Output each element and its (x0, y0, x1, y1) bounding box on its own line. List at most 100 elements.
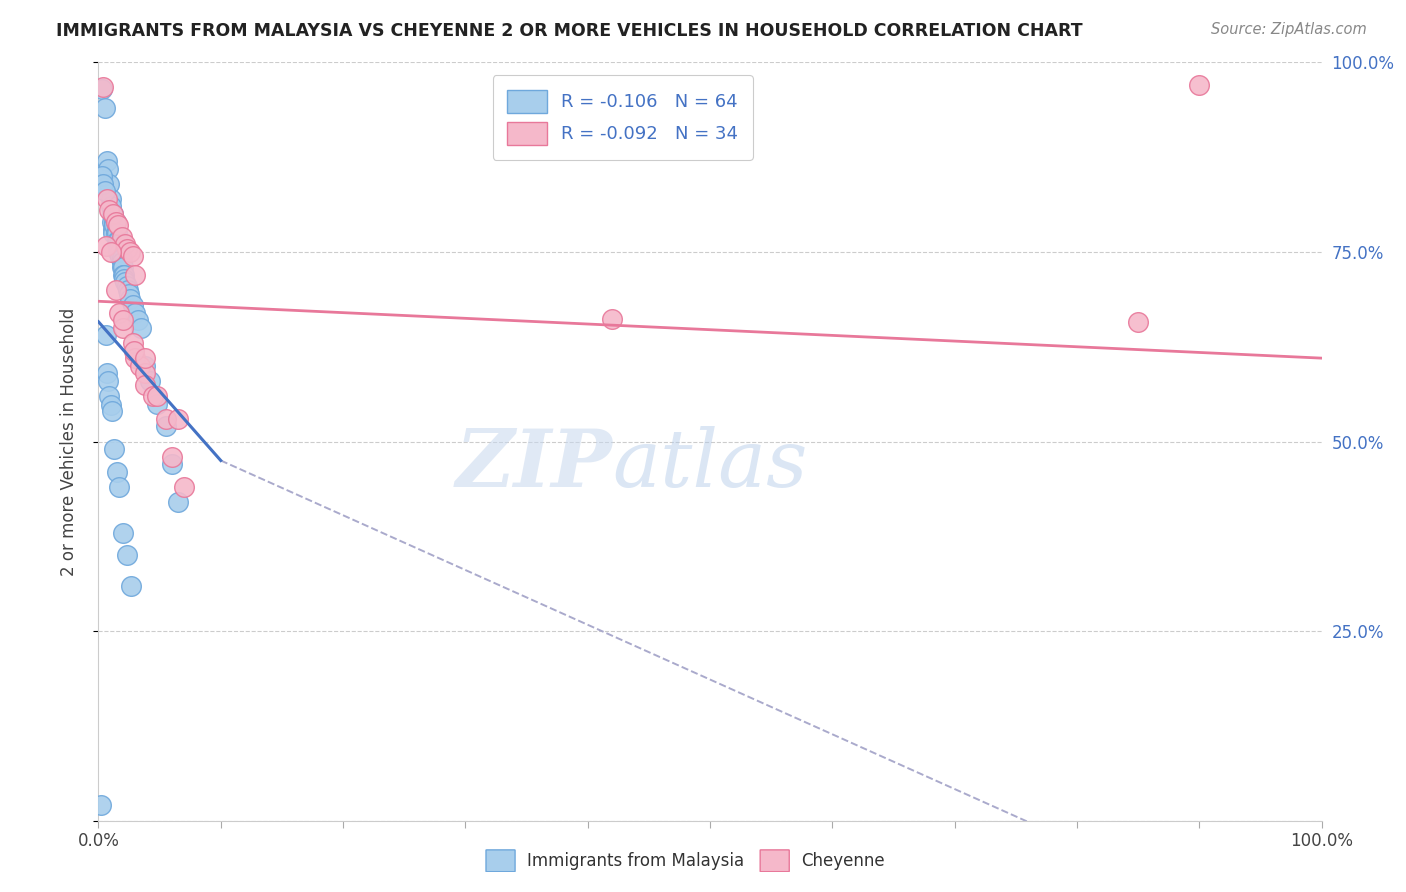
Point (118, 286, 141, 301)
Point (1128, 315, 1150, 329)
Point (101, 226, 124, 240)
Point (124, 305, 146, 319)
Point (160, 450, 183, 464)
Point (120, 292, 142, 306)
Point (105, 234, 128, 248)
Point (134, 366, 156, 380)
Point (122, 343, 145, 358)
Point (105, 237, 128, 252)
Point (173, 480, 195, 494)
Point (90, 798, 112, 813)
Point (96, 366, 118, 380)
Point (97, 374, 120, 388)
Point (105, 226, 128, 240)
Point (100, 244, 122, 259)
Point (146, 389, 169, 403)
Point (129, 320, 152, 334)
Legend: R = -0.106   N = 64, R = -0.092   N = 34: R = -0.106 N = 64, R = -0.092 N = 34 (492, 75, 752, 160)
Point (101, 222, 124, 236)
Point (93, 101, 115, 115)
Point (124, 351, 146, 366)
Point (91, 177, 114, 191)
Point (104, 214, 127, 228)
Point (139, 374, 162, 388)
Point (108, 241, 131, 255)
Point (101, 207, 124, 221)
Point (103, 219, 125, 233)
Point (98, 389, 121, 403)
Point (98, 203, 121, 218)
Point (115, 548, 138, 563)
Point (108, 237, 131, 252)
Point (94, 239, 117, 253)
Text: IMMIGRANTS FROM MALAYSIA VS CHEYENNE 2 OR MORE VEHICLES IN HOUSEHOLD CORRELATION: IMMIGRANTS FROM MALAYSIA VS CHEYENNE 2 O… (56, 22, 1083, 40)
Point (115, 279, 138, 293)
Point (155, 412, 177, 426)
Point (108, 305, 131, 319)
Point (111, 251, 134, 265)
Point (94, 328, 117, 343)
Point (107, 219, 129, 233)
Point (110, 244, 132, 259)
Point (134, 377, 156, 392)
Point (111, 525, 134, 540)
Point (112, 271, 135, 285)
Point (127, 313, 149, 327)
Point (134, 359, 156, 373)
Point (120, 579, 142, 593)
Point (96, 192, 118, 206)
Point (124, 268, 146, 282)
Point (167, 412, 190, 426)
Point (111, 229, 134, 244)
Point (114, 275, 136, 289)
Point (155, 419, 177, 434)
Text: Cheyenne: Cheyenne (801, 852, 884, 870)
Text: atlas: atlas (612, 425, 807, 503)
Y-axis label: 2 or more Vehicles in Household: 2 or more Vehicles in Household (59, 308, 77, 575)
Point (111, 260, 134, 275)
Point (101, 207, 124, 221)
Point (120, 244, 142, 259)
Point (97, 161, 120, 176)
FancyBboxPatch shape (486, 850, 515, 871)
Point (146, 396, 169, 410)
Point (93, 184, 115, 198)
Point (111, 313, 134, 327)
Point (101, 207, 124, 221)
Point (103, 214, 125, 228)
Point (107, 244, 129, 259)
Point (1188, 78, 1211, 92)
Point (600, 311, 623, 326)
Text: ZIP: ZIP (456, 425, 612, 503)
Point (100, 192, 122, 206)
Point (114, 237, 136, 252)
Point (104, 226, 127, 240)
Point (112, 268, 135, 282)
Point (98, 177, 121, 191)
Point (100, 199, 122, 213)
Point (111, 260, 134, 275)
Point (108, 480, 131, 494)
Point (103, 442, 125, 457)
Point (121, 335, 143, 350)
Point (160, 458, 183, 472)
Point (100, 398, 122, 412)
Point (104, 214, 127, 228)
Point (115, 242, 138, 256)
Point (117, 283, 139, 297)
Point (110, 250, 132, 264)
Point (104, 283, 127, 297)
Point (142, 389, 165, 403)
Point (121, 249, 143, 263)
FancyBboxPatch shape (761, 850, 789, 871)
Point (129, 359, 152, 373)
Point (91, 169, 114, 184)
Text: Source: ZipAtlas.com: Source: ZipAtlas.com (1211, 22, 1367, 37)
Point (167, 495, 190, 509)
Point (101, 214, 124, 228)
Point (101, 404, 124, 418)
Point (111, 255, 134, 269)
Point (134, 351, 156, 366)
Point (91, 82, 114, 96)
Point (121, 298, 143, 312)
